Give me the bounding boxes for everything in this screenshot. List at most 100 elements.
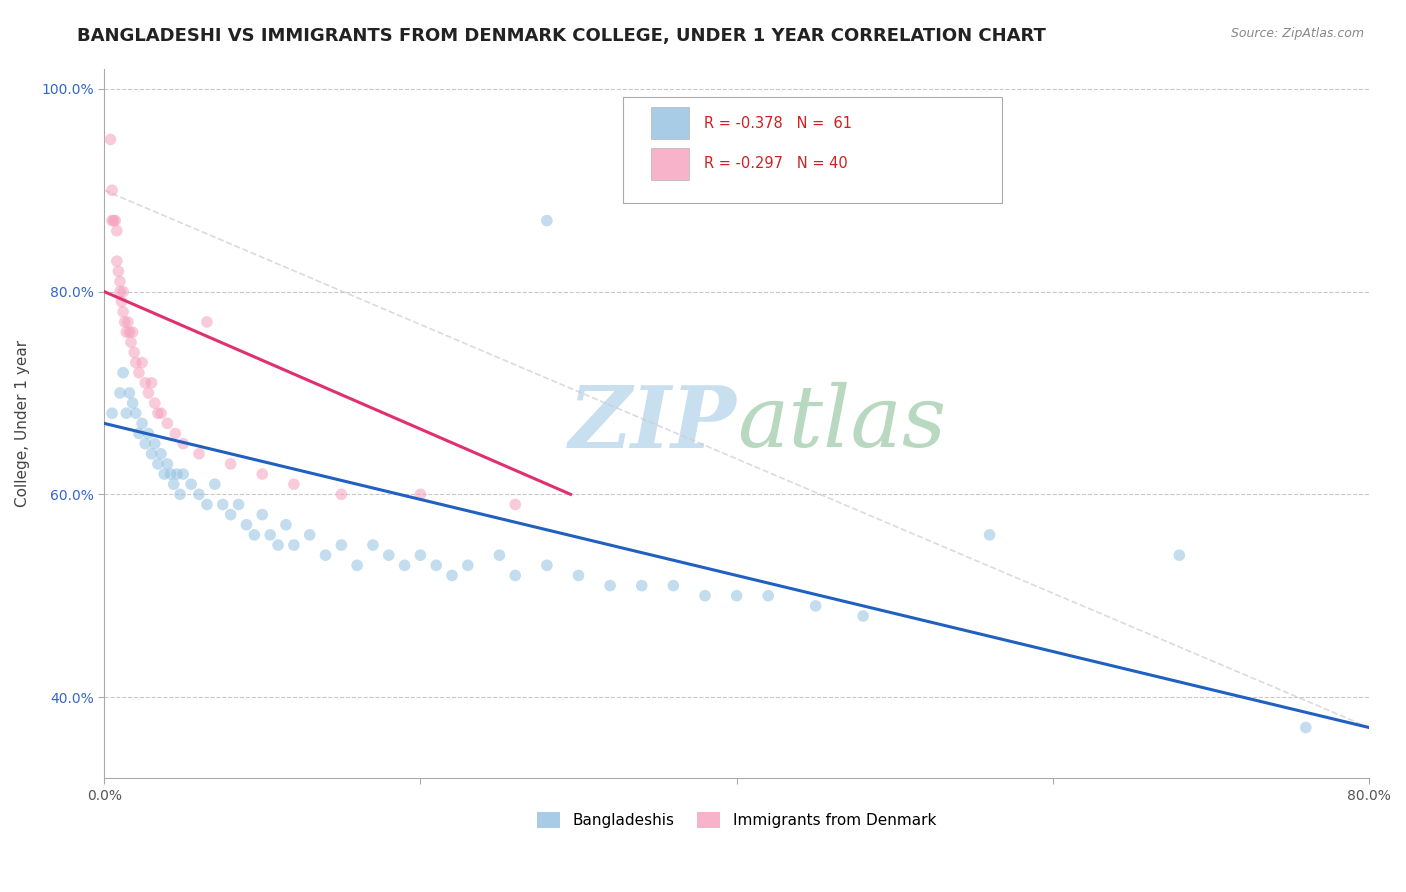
Point	[536, 213, 558, 227]
Point	[104, 213, 127, 227]
Point	[120, 335, 142, 350]
Point	[804, 599, 827, 613]
Point	[103, 213, 125, 227]
Point	[115, 325, 138, 339]
Point	[725, 589, 748, 603]
Point	[567, 568, 589, 582]
Point	[150, 447, 173, 461]
Point	[172, 467, 194, 481]
Point	[267, 538, 290, 552]
Point	[107, 264, 129, 278]
Point	[235, 517, 257, 532]
Point	[488, 548, 510, 562]
Point	[298, 528, 321, 542]
Point	[105, 224, 128, 238]
Point	[121, 325, 143, 339]
Point	[165, 426, 187, 441]
Point	[195, 315, 218, 329]
Point	[105, 254, 128, 268]
Point	[112, 285, 135, 299]
Point	[118, 325, 141, 339]
Point	[138, 426, 160, 441]
Point	[118, 386, 141, 401]
Point	[211, 498, 233, 512]
Point	[503, 568, 526, 582]
Point	[117, 315, 139, 329]
Point	[274, 517, 297, 532]
Point	[283, 477, 305, 491]
Point	[169, 487, 191, 501]
Point	[756, 589, 779, 603]
Point	[156, 457, 179, 471]
Point	[252, 508, 274, 522]
Point	[115, 406, 138, 420]
Point	[346, 558, 368, 573]
FancyBboxPatch shape	[623, 97, 1002, 203]
Point	[156, 417, 179, 431]
Point	[361, 538, 384, 552]
Point	[330, 538, 353, 552]
Point	[195, 498, 218, 512]
Point	[101, 213, 124, 227]
Point	[138, 386, 160, 401]
Point	[114, 315, 136, 329]
Point	[180, 477, 202, 491]
Point	[172, 436, 194, 450]
Point	[630, 578, 652, 592]
Point	[662, 578, 685, 592]
Point	[143, 436, 166, 450]
Point	[409, 487, 432, 501]
Point	[146, 406, 169, 420]
Point	[112, 366, 135, 380]
Point	[852, 609, 875, 624]
Point	[599, 578, 621, 592]
Point	[188, 487, 211, 501]
Point	[1295, 721, 1317, 735]
Y-axis label: College, Under 1 year: College, Under 1 year	[15, 340, 30, 507]
Point	[134, 436, 156, 450]
Point	[188, 447, 211, 461]
Point	[100, 132, 122, 146]
Point	[128, 426, 150, 441]
Point	[121, 396, 143, 410]
Text: Source: ZipAtlas.com: Source: ZipAtlas.com	[1230, 27, 1364, 40]
Text: R = -0.378   N =  61: R = -0.378 N = 61	[704, 116, 852, 130]
Bar	[651, 107, 689, 139]
Point	[141, 376, 163, 390]
Legend: Bangladeshis, Immigrants from Denmark: Bangladeshis, Immigrants from Denmark	[531, 806, 942, 834]
Point	[110, 294, 132, 309]
Point	[243, 528, 266, 542]
Point	[166, 467, 188, 481]
Text: BANGLADESHI VS IMMIGRANTS FROM DENMARK COLLEGE, UNDER 1 YEAR CORRELATION CHART: BANGLADESHI VS IMMIGRANTS FROM DENMARK C…	[77, 27, 1046, 45]
Point	[153, 467, 176, 481]
Point	[259, 528, 281, 542]
Point	[219, 508, 242, 522]
Point	[315, 548, 337, 562]
Point	[112, 305, 135, 319]
Point	[128, 366, 150, 380]
Point	[122, 345, 145, 359]
Point	[101, 406, 124, 420]
Point	[101, 183, 124, 197]
Point	[377, 548, 399, 562]
Point	[425, 558, 447, 573]
Point	[283, 538, 305, 552]
Point	[979, 528, 1001, 542]
Text: ZIP: ZIP	[569, 382, 737, 465]
Point	[146, 457, 169, 471]
Point	[134, 376, 156, 390]
Point	[409, 548, 432, 562]
Point	[204, 477, 226, 491]
Point	[131, 417, 153, 431]
Point	[228, 498, 250, 512]
Point	[108, 386, 131, 401]
Point	[457, 558, 479, 573]
Bar	[651, 148, 689, 179]
Point	[503, 498, 526, 512]
Point	[141, 447, 163, 461]
Point	[150, 406, 173, 420]
Point	[125, 355, 148, 369]
Text: atlas: atlas	[737, 382, 946, 465]
Point	[219, 457, 242, 471]
Point	[1168, 548, 1191, 562]
